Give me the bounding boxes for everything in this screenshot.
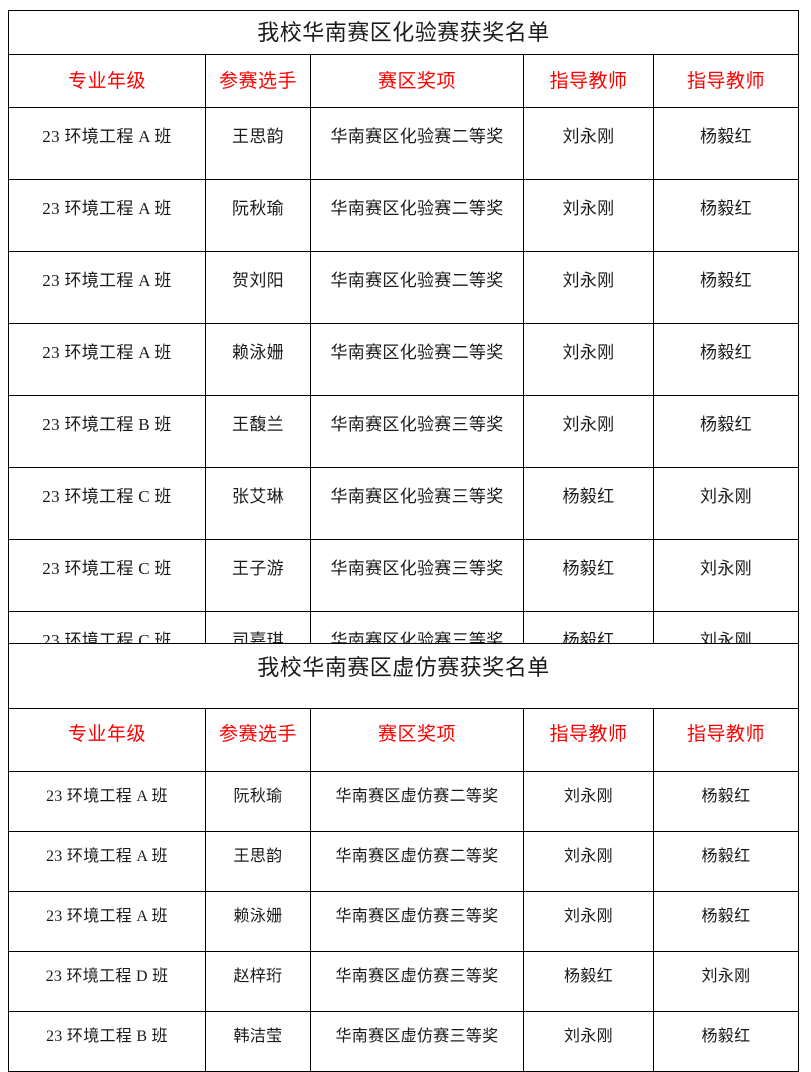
cell-award: 华南赛区化验赛三等奖 (310, 539, 524, 612)
cell-player: 赖泳姗 (205, 891, 311, 952)
table-row: 23 环境工程 A 班 贺刘阳 华南赛区化验赛二等奖 刘永刚 杨毅红 (8, 251, 799, 324)
column-header-teacher1: 指导教师 (523, 54, 654, 108)
column-header-teacher1: 指导教师 (523, 708, 654, 772)
cell-player: 赵梓珩 (205, 951, 311, 1012)
cell-player: 阮秋瑜 (205, 179, 311, 252)
cell-major: 23 环境工程 A 班 (8, 251, 206, 324)
table-header-row: 专业年级 参赛选手 赛区奖项 指导教师 指导教师 (8, 708, 799, 772)
table-title-row: 我校华南赛区虚仿赛获奖名单 (8, 643, 799, 709)
document-page: 我校华南赛区化验赛获奖名单 专业年级 参赛选手 赛区奖项 指导教师 指导教师 2… (8, 10, 799, 1072)
cell-award: 华南赛区虚仿赛三等奖 (310, 951, 524, 1012)
cell-teacher1: 刘永刚 (523, 1011, 654, 1072)
cell-teacher2: 杨毅红 (653, 831, 799, 892)
cell-award: 华南赛区化验赛二等奖 (310, 179, 524, 252)
cell-teacher2: 刘永刚 (653, 539, 799, 612)
cell-teacher2: 杨毅红 (653, 771, 799, 832)
cell-major: 23 环境工程 D 班 (8, 951, 206, 1012)
column-header-award: 赛区奖项 (310, 708, 524, 772)
cell-teacher1: 刘永刚 (523, 251, 654, 324)
table-row: 23 环境工程 C 班 张艾琳 华南赛区化验赛三等奖 杨毅红 刘永刚 (8, 467, 799, 540)
cell-major: 23 环境工程 A 班 (8, 323, 206, 396)
table-row: 23 环境工程 A 班 王思韵 华南赛区化验赛二等奖 刘永刚 杨毅红 (8, 107, 799, 180)
cell-teacher1: 刘永刚 (523, 179, 654, 252)
cell-teacher1: 杨毅红 (523, 539, 654, 612)
cell-teacher1: 刘永刚 (523, 395, 654, 468)
cell-player: 王子游 (205, 539, 311, 612)
cell-major: 23 环境工程 B 班 (8, 1011, 206, 1072)
cell-player: 王思韵 (205, 107, 311, 180)
cell-player: 赖泳姗 (205, 323, 311, 396)
cell-teacher2: 杨毅红 (653, 107, 799, 180)
xufang-table-body: 我校华南赛区虚仿赛获奖名单 专业年级 参赛选手 赛区奖项 指导教师 指导教师 2… (8, 643, 799, 1072)
table-row: 23 环境工程 A 班 赖泳姗 华南赛区化验赛二等奖 刘永刚 杨毅红 (8, 323, 799, 396)
column-header-player: 参赛选手 (205, 54, 311, 108)
cell-teacher2: 杨毅红 (653, 891, 799, 952)
cell-player: 王馥兰 (205, 395, 311, 468)
table-row: 23 环境工程 A 班 阮秋瑜 华南赛区虚仿赛二等奖 刘永刚 杨毅红 (8, 771, 799, 832)
cell-award: 华南赛区虚仿赛二等奖 (310, 831, 524, 892)
cell-teacher2: 杨毅红 (653, 1011, 799, 1072)
cell-major: 23 环境工程 A 班 (8, 831, 206, 892)
cell-teacher1: 刘永刚 (523, 771, 654, 832)
table-row: 23 环境工程 D 班 赵梓珩 华南赛区虚仿赛三等奖 杨毅红 刘永刚 (8, 951, 799, 1012)
column-header-major: 专业年级 (8, 708, 206, 772)
cell-teacher2: 刘永刚 (653, 467, 799, 540)
cell-player: 张艾琳 (205, 467, 311, 540)
table-row: 23 环境工程 A 班 赖泳姗 华南赛区虚仿赛三等奖 刘永刚 杨毅红 (8, 891, 799, 952)
cell-teacher1: 杨毅红 (523, 951, 654, 1012)
cell-player: 韩洁莹 (205, 1011, 311, 1072)
cell-award: 华南赛区化验赛二等奖 (310, 107, 524, 180)
cell-award: 华南赛区化验赛三等奖 (310, 467, 524, 540)
cell-teacher1: 刘永刚 (523, 831, 654, 892)
cell-award: 华南赛区虚仿赛三等奖 (310, 891, 524, 952)
table-row: 23 环境工程 B 班 韩洁莹 华南赛区虚仿赛三等奖 刘永刚 杨毅红 (8, 1011, 799, 1072)
cell-major: 23 环境工程 A 班 (8, 891, 206, 952)
column-header-teacher2: 指导教师 (653, 54, 799, 108)
cell-teacher2: 刘永刚 (653, 951, 799, 1012)
cell-teacher2: 杨毅红 (653, 395, 799, 468)
table-title-row: 我校华南赛区化验赛获奖名单 (8, 10, 799, 55)
cell-major: 23 环境工程 A 班 (8, 179, 206, 252)
cell-major: 23 环境工程 B 班 (8, 395, 206, 468)
cell-player: 阮秋瑜 (205, 771, 311, 832)
column-header-player: 参赛选手 (205, 708, 311, 772)
cell-award: 华南赛区虚仿赛二等奖 (310, 771, 524, 832)
table-row: 23 环境工程 A 班 阮秋瑜 华南赛区化验赛二等奖 刘永刚 杨毅红 (8, 179, 799, 252)
cell-teacher1: 刘永刚 (523, 891, 654, 952)
cell-award: 华南赛区化验赛二等奖 (310, 323, 524, 396)
table-row: 23 环境工程 B 班 王馥兰 华南赛区化验赛三等奖 刘永刚 杨毅红 (8, 395, 799, 468)
column-header-award: 赛区奖项 (310, 54, 524, 108)
cell-major: 23 环境工程 A 班 (8, 771, 206, 832)
cell-player: 王思韵 (205, 831, 311, 892)
cell-teacher1: 杨毅红 (523, 467, 654, 540)
cell-player: 贺刘阳 (205, 251, 311, 324)
cell-teacher1: 刘永刚 (523, 323, 654, 396)
cell-award: 华南赛区化验赛二等奖 (310, 251, 524, 324)
table-title: 我校华南赛区虚仿赛获奖名单 (8, 643, 799, 709)
cell-award: 华南赛区虚仿赛三等奖 (310, 1011, 524, 1072)
column-header-teacher2: 指导教师 (653, 708, 799, 772)
xufang-award-table: 我校华南赛区虚仿赛获奖名单 专业年级 参赛选手 赛区奖项 指导教师 指导教师 2… (8, 643, 799, 1072)
cell-award: 华南赛区化验赛三等奖 (310, 395, 524, 468)
cell-teacher2: 杨毅红 (653, 179, 799, 252)
cell-teacher2: 杨毅红 (653, 323, 799, 396)
cell-teacher1: 刘永刚 (523, 107, 654, 180)
cell-major: 23 环境工程 A 班 (8, 107, 206, 180)
cell-teacher2: 杨毅红 (653, 251, 799, 324)
table-row: 23 环境工程 A 班 王思韵 华南赛区虚仿赛二等奖 刘永刚 杨毅红 (8, 831, 799, 892)
table-title: 我校华南赛区化验赛获奖名单 (8, 10, 799, 55)
table-header-row: 专业年级 参赛选手 赛区奖项 指导教师 指导教师 (8, 54, 799, 108)
column-header-major: 专业年级 (8, 54, 206, 108)
cell-major: 23 环境工程 C 班 (8, 467, 206, 540)
table-row: 23 环境工程 C 班 王子游 华南赛区化验赛三等奖 杨毅红 刘永刚 (8, 539, 799, 612)
cell-major: 23 环境工程 C 班 (8, 539, 206, 612)
